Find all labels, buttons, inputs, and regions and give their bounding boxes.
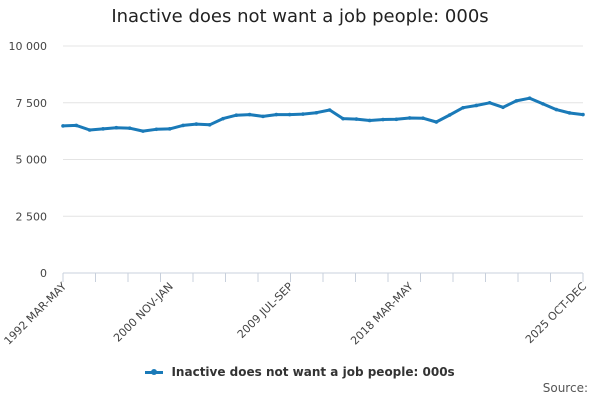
y-tick-label: 7 500 [16,97,48,110]
x-tick-label: 1992 MAR-MAY [2,280,70,348]
data-point[interactable] [581,112,585,117]
x-tick-label: 2018 MAR-MAY [348,280,416,348]
x-tick-label: 2025 OCT-DEC [523,280,589,346]
data-point[interactable] [434,120,439,124]
data-point[interactable] [381,117,385,122]
data-point[interactable] [74,123,79,128]
source-label: Source: [542,381,588,395]
data-point[interactable] [421,116,425,120]
data-point[interactable] [501,105,505,110]
y-tick-label: 2 500 [16,210,48,223]
x-axis-ticks: 1992 MAR-MAY 2000 NOV-JAN 2009 JUL-SEP 2018… [2,273,589,348]
y-axis-ticks: 0 2 500 5 000 7 500 10 000 [9,40,48,280]
data-point[interactable] [114,125,119,130]
data-point[interactable] [247,112,252,117]
series-line [61,96,585,133]
data-point[interactable] [101,127,105,131]
data-point[interactable] [167,127,172,131]
legend[interactable]: Inactive does not want a job people: 000… [0,365,600,379]
data-point[interactable] [367,118,372,123]
data-point[interactable] [447,113,452,117]
chart-title: Inactive does not want a job people: 000… [111,6,489,27]
plot-area [61,96,585,133]
data-point[interactable] [301,112,305,116]
data-point[interactable] [314,110,319,115]
data-point[interactable] [287,112,292,117]
data-point[interactable] [194,122,199,126]
y-tick-label: 10 000 [9,40,48,53]
data-point[interactable] [261,114,265,119]
data-point[interactable] [554,107,559,112]
data-point[interactable] [541,102,545,106]
data-point[interactable] [354,117,359,121]
y-tick-label: 5 000 [16,154,48,167]
data-point[interactable] [234,113,239,118]
data-point[interactable] [141,129,145,133]
x-tick-label: 2000 NOV-JAN [111,280,176,345]
data-point[interactable] [127,126,132,130]
data-point[interactable] [274,112,279,117]
data-point[interactable] [221,116,225,121]
data-point[interactable] [527,96,532,101]
data-point[interactable] [407,116,412,120]
data-point[interactable] [61,124,65,128]
data-point[interactable] [341,116,345,121]
data-point[interactable] [154,127,159,132]
data-point[interactable] [567,111,572,115]
data-point[interactable] [394,117,399,122]
data-point[interactable] [487,100,492,105]
y-tick-label: 0 [40,267,47,280]
data-point[interactable] [207,122,212,127]
data-point[interactable] [474,103,479,108]
data-point[interactable] [327,108,332,112]
legend-label: Inactive does not want a job people: 000… [171,365,455,379]
data-point[interactable] [514,99,519,103]
legend-line-marker-icon [145,369,164,375]
data-point[interactable] [181,123,185,128]
x-tick-label: 2009 JUL-SEP [235,280,296,341]
gridlines [63,45,583,217]
data-point[interactable] [461,105,465,110]
data-point[interactable] [87,128,92,132]
